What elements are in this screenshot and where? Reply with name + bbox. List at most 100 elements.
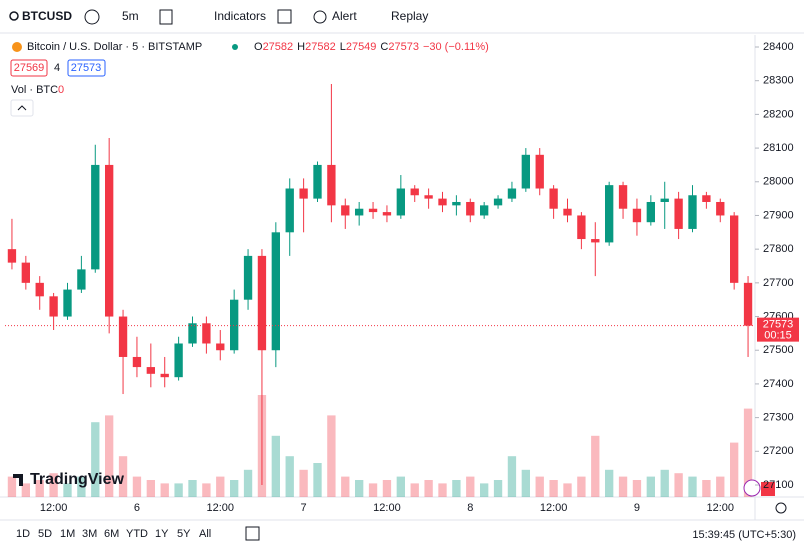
volume-bar xyxy=(660,469,669,497)
range-button[interactable]: YTD xyxy=(126,528,148,540)
candle-body xyxy=(743,282,753,326)
range-button[interactable]: 5D xyxy=(38,528,52,540)
volume-bar xyxy=(493,480,503,497)
range-button[interactable]: 5Y xyxy=(177,528,191,540)
volume-bar xyxy=(160,483,169,497)
collapse-legend[interactable] xyxy=(10,99,34,117)
volume-bar xyxy=(299,469,308,497)
spread: 4 xyxy=(54,62,60,74)
range-button[interactable]: 1Y xyxy=(155,528,169,540)
candle-body xyxy=(618,185,628,209)
range-button[interactable]: 1M xyxy=(60,528,75,540)
volume-bar xyxy=(341,476,350,497)
volume-bar xyxy=(63,483,72,497)
volume-bar xyxy=(285,456,294,497)
toolbar: BTCUSD 5m Indicators Alert Replay xyxy=(9,9,428,25)
date-range-icon[interactable] xyxy=(245,526,260,541)
settings[interactable] xyxy=(775,502,787,514)
candle-body xyxy=(688,195,697,229)
volume-bar xyxy=(216,476,225,497)
chart-type[interactable] xyxy=(159,9,173,25)
volume-bar xyxy=(410,483,419,497)
candle-body xyxy=(160,373,169,378)
ohlc-value: 27582 xyxy=(305,41,336,53)
volume-bar xyxy=(382,480,392,497)
clock: 15:39:45 (UTC+5:30) xyxy=(692,529,796,541)
volume-bar xyxy=(368,483,378,497)
x-tick-label: 12:00 xyxy=(707,502,735,514)
alert[interactable]: Alert xyxy=(332,9,357,23)
range-button[interactable]: All xyxy=(199,528,211,540)
y-tick-label: 27700 xyxy=(763,277,794,289)
interval[interactable]: 5m xyxy=(122,9,139,23)
volume-bar xyxy=(591,435,600,497)
price-tag xyxy=(757,317,799,342)
volume-bar xyxy=(507,456,517,497)
add-symbol[interactable] xyxy=(84,9,100,25)
volume-bar xyxy=(563,483,572,497)
volume-bar xyxy=(424,480,433,497)
volume-bar xyxy=(605,469,614,497)
event-icon[interactable] xyxy=(743,479,761,497)
volume-bar xyxy=(21,483,30,497)
volume-bar xyxy=(577,476,586,497)
volume-bar xyxy=(730,442,739,497)
candle-body xyxy=(355,208,364,216)
candle-body xyxy=(605,185,614,243)
volume-bar xyxy=(271,435,280,497)
candle-body xyxy=(438,198,447,206)
indicators[interactable]: Indicators xyxy=(214,9,266,23)
volume-bar xyxy=(702,480,711,497)
ohlc-label: H xyxy=(297,41,305,53)
candle-body xyxy=(410,188,419,196)
candle-body xyxy=(632,208,642,223)
volume-bar xyxy=(49,473,58,497)
change: −30 (−0.11%) xyxy=(423,41,489,53)
watermark: TradingView xyxy=(30,471,125,488)
candle-body xyxy=(660,198,669,202)
replay[interactable]: Replay xyxy=(391,9,428,23)
symbol[interactable]: BTCUSD xyxy=(22,9,72,23)
btc-icon xyxy=(12,42,22,52)
range-button[interactable]: 6M xyxy=(104,528,119,540)
candle-body xyxy=(118,316,128,357)
y-tick-label: 28400 xyxy=(763,41,794,53)
candle-body xyxy=(271,232,280,351)
candle-body xyxy=(285,188,294,233)
candle-body xyxy=(105,164,114,317)
event-badge xyxy=(761,482,775,496)
collapse-arrow xyxy=(17,105,27,111)
volume-bar xyxy=(438,483,447,497)
legend-ohlc: O27582 H27582 L27549 C27573 −30 (−0.11%) xyxy=(254,41,489,53)
candle-body xyxy=(35,282,44,297)
range-button[interactable]: 3M xyxy=(82,528,97,540)
candle-body xyxy=(535,154,544,189)
y-tick-label: 27900 xyxy=(763,209,794,221)
candle-body xyxy=(452,201,461,206)
candle-body xyxy=(341,205,350,216)
price-tag-value: 27573 xyxy=(763,319,794,331)
candle-body xyxy=(563,208,572,216)
volume-bar xyxy=(521,469,530,497)
volume-bar xyxy=(535,476,544,497)
volume-bar xyxy=(688,476,697,497)
candle-body xyxy=(577,215,586,240)
candle-body xyxy=(257,255,267,351)
volume-value: 0 xyxy=(58,84,64,96)
volume-bar xyxy=(91,422,100,497)
layouts[interactable] xyxy=(277,9,292,24)
y-tick-label: 27400 xyxy=(763,378,794,390)
ask-box[interactable] xyxy=(67,59,106,77)
range-button[interactable]: 1D xyxy=(16,528,30,540)
volume-bar xyxy=(243,469,253,497)
volume-bar xyxy=(618,476,628,497)
bid-box[interactable] xyxy=(10,59,48,77)
volume-bar xyxy=(452,480,461,497)
candle-body xyxy=(521,154,530,189)
candle-body xyxy=(7,249,17,263)
ohlc-label: O xyxy=(254,41,263,53)
ohlc-value: 27549 xyxy=(346,41,377,53)
volume-bar xyxy=(118,456,128,497)
volume-bar xyxy=(480,483,489,497)
x-tick-label: 7 xyxy=(301,502,307,514)
